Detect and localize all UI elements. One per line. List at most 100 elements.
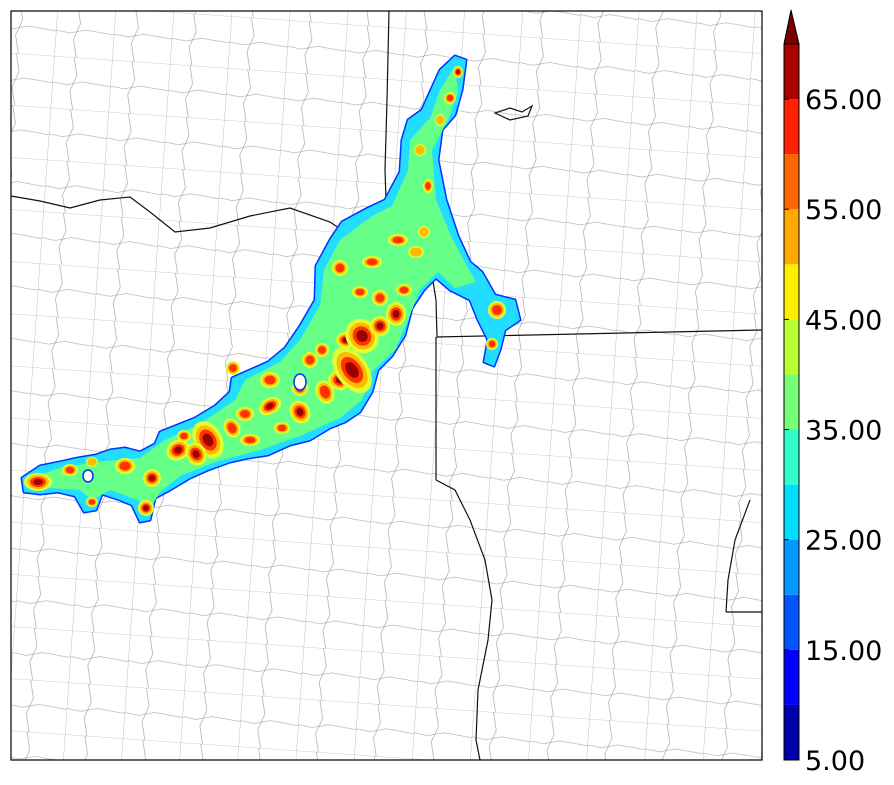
reflectivity-cell (289, 400, 311, 424)
cell-contour (227, 422, 237, 434)
colorbar-bin (784, 319, 799, 375)
reflectivity-cell (386, 302, 406, 326)
cell-contour (359, 333, 365, 339)
colorbar-bin (784, 649, 799, 705)
colorbar-tick-label: 45.00 (805, 305, 882, 336)
reflectivity-cell (143, 469, 161, 487)
reflectivity-cell (236, 407, 254, 421)
cell-contour (419, 227, 429, 237)
cell-contour (349, 367, 355, 373)
cell-contour (415, 145, 425, 155)
colorbar-bin (784, 154, 799, 210)
cell-contour (399, 286, 409, 294)
field-gap (293, 373, 307, 391)
colorbar-outline (783, 43, 800, 761)
cell-contour (425, 182, 431, 190)
cell-contour (206, 437, 210, 443)
cell-contour (180, 432, 188, 440)
cell-contour (376, 322, 384, 330)
colorbar-bin (784, 704, 799, 760)
cell-contour (143, 505, 149, 511)
colorbar-bin (784, 44, 799, 100)
cell-contour (148, 474, 156, 482)
cell-contour (305, 355, 315, 365)
colorbar-bin (784, 209, 799, 265)
cell-contour (446, 94, 454, 102)
field-gap (82, 469, 94, 483)
reflectivity-cell (166, 439, 190, 461)
cell-contour (229, 364, 237, 372)
cell-contour (174, 446, 182, 454)
map-frame (10, 10, 763, 761)
colorbar: 5.00 15.00 25.00 35.00 45.00 55.00 65.00 (783, 9, 882, 777)
cell-contour (264, 375, 276, 385)
colorbar-tick-label: 25.00 (805, 526, 882, 557)
reflectivity-cell (86, 497, 98, 507)
reflectivity-cell (260, 372, 280, 388)
reflectivity-cell (315, 343, 329, 357)
cell-contour (318, 346, 326, 354)
cell-contour (355, 288, 365, 296)
colorbar-bin (784, 374, 799, 430)
reflectivity-cell (258, 396, 282, 416)
reflectivity-cell (423, 179, 433, 193)
cell-contour (409, 247, 423, 257)
colorbar-tick-label: 65.00 (805, 85, 882, 116)
reflectivity-cell (488, 301, 506, 319)
cell-contour (277, 424, 287, 432)
cell-contour (375, 293, 385, 303)
colorbar-bin (784, 484, 799, 540)
cell-contour (119, 461, 131, 471)
reflectivity-cell (332, 260, 348, 276)
reflectivity-cell (177, 430, 191, 442)
reflectivity-cell (362, 256, 382, 268)
reflectivity-cell (388, 234, 408, 246)
cell-contour (194, 452, 198, 456)
reflectivity-cell (302, 352, 318, 368)
reflectivity-cell (418, 226, 430, 238)
reflectivity-cell (240, 434, 260, 446)
reflectivity-field (20, 54, 522, 524)
reflectivity-cell (226, 361, 240, 375)
reflectivity-cell (435, 114, 445, 126)
colorbar-tick-label: 5.00 (805, 746, 865, 777)
colorbar-bin (784, 429, 799, 485)
reflectivity-cell (274, 422, 290, 434)
reflectivity-cell (414, 144, 426, 156)
reflectivity-cell (352, 286, 368, 298)
cell-contour (244, 436, 256, 444)
reflectivity-cell (86, 457, 98, 467)
cell-contour (88, 499, 96, 505)
reflectivity-cell (185, 442, 207, 466)
colorbar-bin (784, 594, 799, 650)
reflectivity-cell (486, 338, 498, 350)
reflectivity-cell (370, 316, 390, 336)
state-boundaries (11, 11, 762, 760)
colorbar-tick-label: 15.00 (805, 636, 882, 667)
reflectivity-cell (444, 92, 456, 104)
colorbar-bin (784, 539, 799, 595)
colorbar-ticks: 5.00 15.00 25.00 35.00 45.00 55.00 65.00 (784, 85, 882, 777)
cell-contour (392, 236, 404, 244)
cell-contour (491, 304, 503, 316)
colorbar-extend-arrow (783, 9, 800, 45)
cell-contour (488, 340, 496, 348)
reflectivity-cell (223, 418, 241, 438)
reflectivity-cell (408, 246, 424, 258)
reflectivity-cell (315, 380, 335, 404)
cell-contour (87, 458, 97, 466)
cell-contour (366, 258, 378, 266)
reflectivity-cell (332, 346, 372, 394)
cell-contour (296, 408, 304, 416)
cell-contour (33, 478, 43, 486)
map-panel (11, 11, 762, 760)
colorbar-tick-label: 35.00 (805, 416, 882, 447)
colorbar-bin (784, 99, 799, 155)
cell-contour (456, 69, 460, 75)
cell-contour (319, 385, 331, 399)
reflectivity-cell (138, 500, 154, 516)
cell-contour (65, 466, 75, 474)
reflectivity-cell (453, 66, 463, 78)
cell-contour (335, 263, 345, 273)
